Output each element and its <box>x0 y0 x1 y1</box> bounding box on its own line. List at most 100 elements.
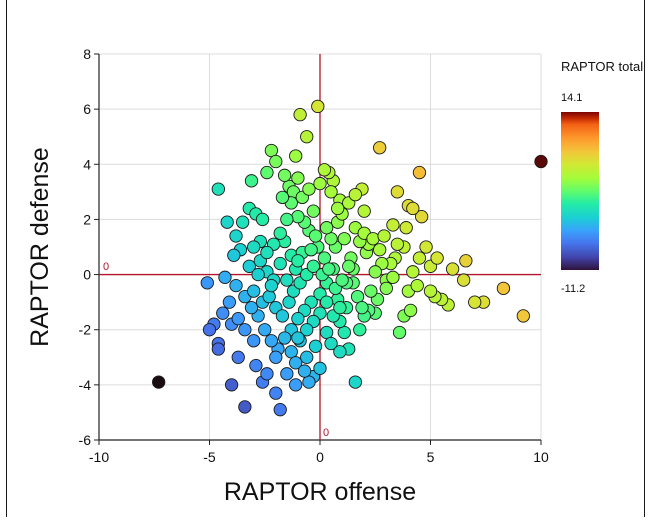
scatter-point <box>247 284 261 298</box>
y-tick-label: 6 <box>83 101 91 117</box>
scatter-point <box>412 251 427 265</box>
x-axis-ticks: -10 -5 0 5 10 <box>89 440 549 465</box>
scatter-point <box>273 256 287 271</box>
scatter-point <box>324 185 338 199</box>
scatter-point <box>220 215 234 229</box>
scatter-point <box>300 130 314 144</box>
x-tick-label: -5 <box>203 449 216 465</box>
scatter-point <box>459 254 473 268</box>
colorbar-min-label: -11.2 <box>561 283 585 295</box>
scatter-point <box>342 259 356 273</box>
y-tick-label: 2 <box>83 211 91 227</box>
scatter-point <box>534 154 548 169</box>
scatter-point <box>333 301 347 315</box>
scatter-point <box>255 212 270 227</box>
scatter-point <box>317 163 332 177</box>
scatter-point <box>350 289 365 304</box>
scatter-point <box>324 336 338 351</box>
scatter-point <box>264 278 279 293</box>
scatter-point <box>379 281 393 296</box>
scatter-point <box>273 403 287 417</box>
scatter-point <box>216 306 230 320</box>
scatter-point <box>264 334 279 348</box>
scatter-point <box>302 182 316 196</box>
scatter-point <box>373 243 387 257</box>
scatter-point <box>313 176 327 191</box>
scatter-point <box>324 232 338 246</box>
scatter-point <box>260 245 274 260</box>
scatter-point <box>313 361 327 375</box>
scatter-point <box>337 325 351 340</box>
scatter-point <box>348 375 363 389</box>
scatter-point <box>355 301 369 315</box>
scatter-point <box>300 350 314 364</box>
scatter-point <box>244 301 259 315</box>
scatter-point <box>222 295 237 309</box>
scatter-point <box>229 278 243 293</box>
scatter-point <box>211 342 225 356</box>
colorbar-max-label: 14.1 <box>561 92 582 104</box>
scatter-point <box>403 303 418 318</box>
scatter-point <box>430 251 444 265</box>
scatter-point <box>364 284 378 298</box>
scatter-point <box>468 295 482 309</box>
scatter-point <box>260 165 274 180</box>
scatter-point <box>262 289 276 304</box>
scatter-point <box>229 229 243 243</box>
x-tick-label: 10 <box>533 449 549 465</box>
frame-right-border <box>644 0 645 517</box>
scatter-point <box>419 240 433 254</box>
scatter-point <box>227 248 241 262</box>
scatter-point <box>306 204 321 218</box>
scatter-point <box>390 237 404 251</box>
scatter-point <box>412 165 427 180</box>
scatter-point <box>251 267 265 282</box>
scatter-point <box>373 141 387 155</box>
scatter-point <box>269 350 283 364</box>
scatter-point <box>297 364 312 378</box>
scatter-point <box>386 270 400 284</box>
colorbar-gradient <box>561 112 599 270</box>
scatter-point <box>392 325 407 340</box>
scatter-point <box>308 229 323 243</box>
scatter-point <box>386 218 400 232</box>
scatter-point <box>235 215 250 229</box>
scatter-point <box>311 99 325 114</box>
scatter-point <box>291 254 305 268</box>
y-tick-label: 8 <box>83 46 91 62</box>
scatter-point <box>335 273 349 287</box>
scatter-point <box>231 312 245 326</box>
scatter-point <box>282 295 296 309</box>
scatter-point <box>366 232 380 246</box>
scatter-point <box>280 367 294 381</box>
scatter-point <box>406 201 420 216</box>
y-zero-line-label: 0 <box>103 261 109 273</box>
scatter-point <box>218 270 232 284</box>
scatter-point <box>306 259 321 273</box>
scatter-point <box>202 323 217 337</box>
x-tick-label: 5 <box>427 449 435 465</box>
scatter-point <box>322 262 336 276</box>
scatter-point <box>456 273 471 287</box>
y-tick-label: -2 <box>79 322 92 338</box>
scatter-point <box>152 375 166 389</box>
scatter-point <box>224 378 239 392</box>
scatter-point <box>496 281 511 296</box>
y-axis-label: RAPTOR defense <box>26 147 54 347</box>
scatter-point <box>247 334 261 348</box>
scatter-point <box>368 265 382 279</box>
scatter-point <box>289 356 303 370</box>
y-tick-label: 0 <box>83 267 91 283</box>
scatter-point <box>357 204 371 218</box>
scatter-point <box>280 212 294 227</box>
scatter-point <box>445 262 460 276</box>
scatter-point <box>516 309 530 323</box>
scatter-point <box>238 400 252 414</box>
scatter-point <box>302 375 316 389</box>
scatter-point <box>423 284 438 298</box>
scatter-point <box>260 367 274 381</box>
scatter-point <box>337 232 351 246</box>
scatter-point <box>247 240 261 254</box>
